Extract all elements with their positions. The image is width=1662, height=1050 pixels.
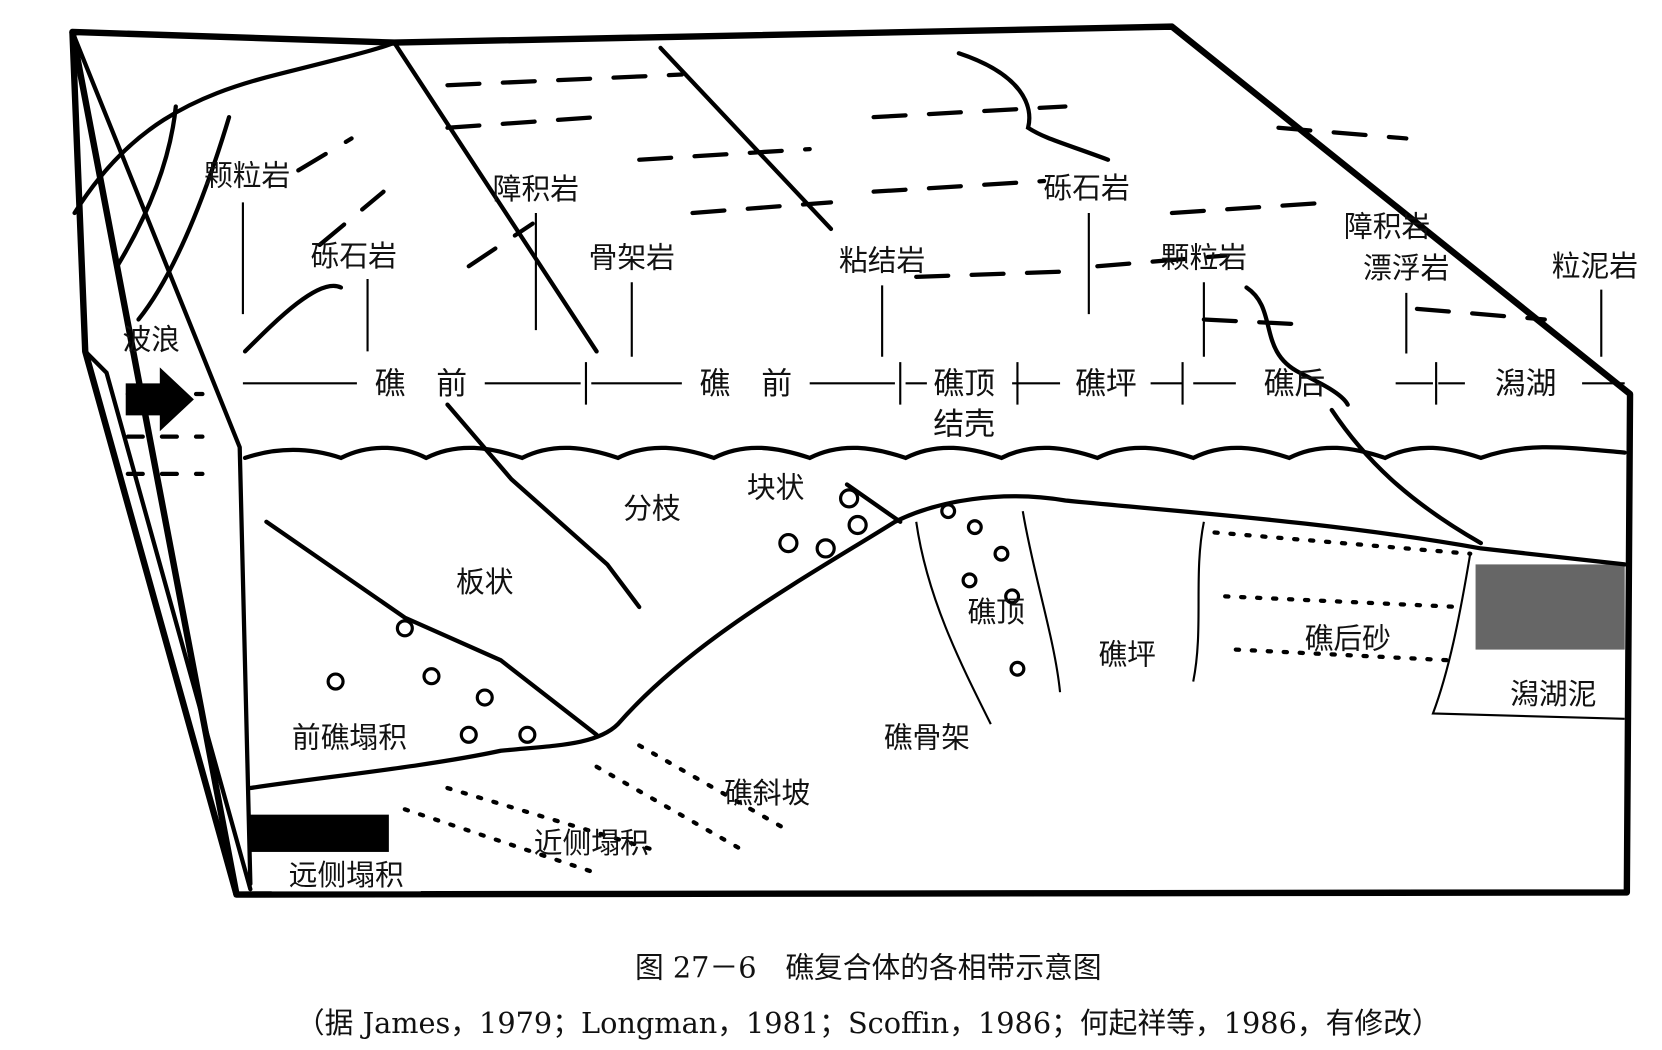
zone-labels: 礁 前 礁 前 礁顶 结壳 礁坪 礁后 潟湖 [375, 366, 1557, 442]
zone-crust: 结壳 [933, 406, 995, 442]
label-fore-reef-talus: 前礁塌积 [292, 721, 407, 755]
label-proximal-talus: 近侧塌积 [534, 826, 649, 860]
section-labels: 块状 分枝 板状 礁顶 礁坪 礁后砂 潟湖泥 前礁塌积 礁骨架 礁斜坡 近侧塌积… [271, 468, 1618, 892]
label-massive: 块状 [747, 470, 805, 504]
label-bindstone: 粘结岩 [839, 243, 925, 277]
label-wackestone: 粒泥岩 [1552, 249, 1638, 283]
wave-arrow-icon [125, 367, 194, 432]
figure-source: （据 James，1979；Longman，1981；Scoffin，1986；… [296, 1006, 1441, 1040]
figure-caption: 图 27－6 礁复合体的各相带示意图 [635, 951, 1102, 985]
label-bafflestone-2: 障积岩 [1344, 209, 1430, 243]
label-reef-slope: 礁斜坡 [724, 776, 810, 810]
label-reef-framework: 礁骨架 [884, 721, 970, 755]
label-distal-talus: 远侧塌积 [289, 858, 404, 892]
zone-reef-flat: 礁坪 [1075, 366, 1137, 402]
label-floatstone: 漂浮岩 [1363, 251, 1449, 285]
label-lagoon-mud: 潟湖泥 [1510, 677, 1596, 711]
surface-strokes [72, 40, 1547, 546]
zone-fore-reef-1: 礁 前 [375, 366, 468, 402]
section-structure [248, 402, 1627, 876]
label-bafflestone: 障积岩 [493, 172, 579, 206]
reef-surface-line [242, 445, 1627, 461]
label-rudstone-2: 砾石岩 [1044, 171, 1130, 205]
label-reef-crest: 礁顶 [967, 595, 1025, 629]
label-grainstone: 颗粒岩 [204, 158, 290, 192]
zone-reef-crest: 礁顶 [933, 366, 995, 402]
block-outline [69, 23, 1634, 898]
label-platy: 板状 [456, 565, 514, 599]
zone-back-reef: 礁后 [1264, 366, 1326, 402]
label-branching: 分枝 [623, 492, 681, 526]
label-rudstone: 砾石岩 [311, 239, 397, 273]
label-reef-flat: 礁坪 [1098, 638, 1156, 672]
label-arrows [241, 202, 1625, 405]
zone-fore-reef-2: 礁 前 [699, 366, 792, 402]
label-waves: 波浪 [123, 322, 181, 356]
rock-type-labels: 颗粒岩 砾石岩 障积岩 骨架岩 粘结岩 砾石岩 颗粒岩 障积岩 漂浮岩 粒泥岩 … [123, 158, 1638, 356]
zone-lagoon: 潟湖 [1495, 366, 1557, 402]
label-grainstone-2: 颗粒岩 [1161, 240, 1247, 274]
label-back-reef-sand: 礁后砂 [1305, 622, 1391, 656]
label-framestone: 骨架岩 [589, 240, 675, 274]
